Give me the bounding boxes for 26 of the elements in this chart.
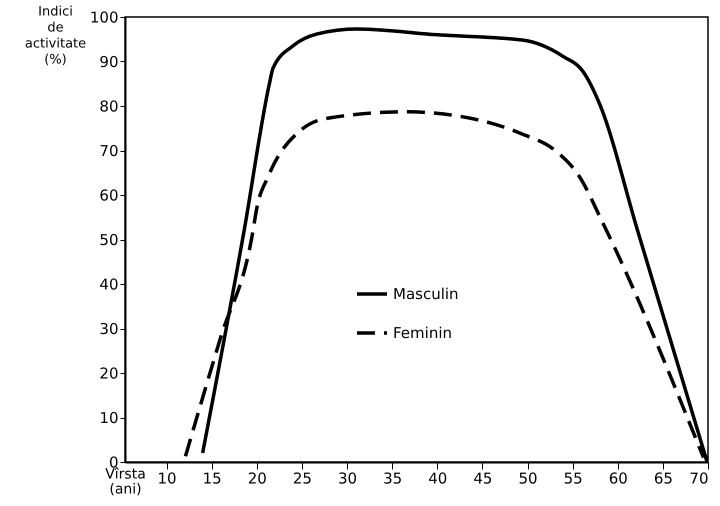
y-tick-label: 100	[90, 8, 118, 26]
y-tick-label: 10	[99, 409, 118, 427]
y-axis-title: Indici de activitate (%)	[24, 4, 86, 68]
x-tick-label: 35	[383, 470, 402, 488]
x-tick-label: 60	[608, 470, 628, 488]
x-tick-label: 55	[564, 470, 583, 488]
y-tick-label: 40	[99, 276, 118, 294]
y-tick-label: 90	[99, 53, 118, 71]
x-tick-label: 10	[157, 470, 177, 488]
x-tick-label: 45	[473, 470, 492, 488]
x-tick-label: 70	[689, 470, 708, 488]
x-tick-label: 50	[518, 470, 538, 488]
x-tick-label: 40	[428, 470, 448, 488]
x-tick-label: 65	[654, 470, 673, 488]
y-tick-label: 20	[99, 364, 118, 382]
y-tick-label: 60	[99, 186, 118, 204]
y-tick-label: 70	[99, 142, 118, 160]
legend-label: Masculin	[393, 285, 459, 303]
x-tick-label: 20	[248, 470, 267, 488]
legend-label: Feminin	[393, 324, 452, 342]
y-tick-label: 30	[99, 320, 118, 338]
x-tick-label: 15	[202, 470, 222, 488]
x-tick-label: 30	[338, 470, 358, 488]
y-tick-label: 80	[99, 98, 118, 116]
x-tick-label: 25	[292, 470, 312, 488]
y-tick-label: 50	[99, 231, 118, 249]
